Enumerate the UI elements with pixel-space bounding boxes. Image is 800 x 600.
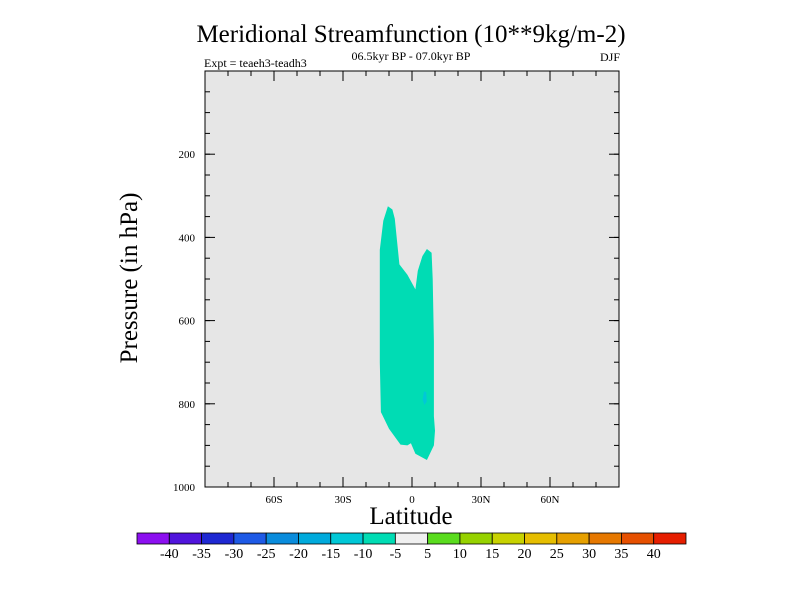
colorbar-label: 10 — [453, 547, 467, 562]
colorbar-swatch — [168, 532, 202, 545]
x-axis-label: Latitude — [369, 503, 452, 530]
y-tick-label: 400 — [179, 232, 196, 244]
colorbar-swatch — [491, 532, 525, 545]
y-tick-label: 600 — [179, 316, 196, 328]
colorbar-swatch — [459, 532, 493, 545]
colorbar-swatch — [588, 532, 622, 545]
colorbar-swatch — [524, 532, 558, 545]
contour-region-core-cell — [422, 391, 427, 405]
colorbar-label: -10 — [354, 547, 373, 562]
x-tick-label: 0 — [409, 494, 415, 506]
colorbar-swatch — [233, 532, 267, 545]
colorbar-label: -15 — [321, 547, 340, 562]
colorbar-swatch — [556, 532, 590, 545]
x-tick-label: 30S — [334, 494, 351, 506]
x-tick-label: 30N — [472, 494, 491, 506]
colorbar-label: -30 — [225, 547, 244, 562]
colorbar-label: -35 — [192, 547, 211, 562]
x-tick-label: 60N — [541, 494, 560, 506]
colorbar-swatch — [201, 532, 235, 545]
colorbar-swatch — [330, 532, 364, 545]
y-tick-label: 200 — [179, 149, 196, 161]
colorbar-swatch — [362, 532, 396, 545]
season-label: DJF — [600, 50, 620, 64]
plot-area — [204, 70, 620, 488]
colorbar-label: 5 — [424, 547, 431, 562]
experiment-label: Expt = teaeh3-teadh3 — [204, 56, 307, 70]
colorbar-swatch — [136, 532, 170, 545]
y-axis-label: Pressure (in hPa) — [116, 193, 143, 364]
colorbar-swatch — [394, 532, 429, 545]
colorbar-label: 15 — [485, 547, 499, 562]
colorbar-swatch — [621, 532, 655, 545]
period-label: 06.5kyr BP - 07.0kyr BP — [352, 49, 471, 63]
colorbar-swatch — [265, 532, 299, 545]
colorbar-label: -40 — [160, 547, 179, 562]
axis-ticks: 60S 30S 0 30N 60N 200 400 600 800 1000 — [173, 70, 620, 506]
colorbar-label: -25 — [257, 547, 276, 562]
x-tick-label: 60S — [265, 494, 282, 506]
y-tick-label: 800 — [179, 399, 196, 411]
contour-region-negative-cell — [379, 206, 435, 460]
colorbar-swatch — [427, 532, 461, 545]
colorbar-label: -20 — [289, 547, 308, 562]
colorbar-label: 20 — [518, 547, 532, 562]
colorbar-swatch — [298, 532, 332, 545]
y-tick-label: 1000 — [173, 482, 196, 494]
colorbar-label: -5 — [390, 547, 402, 562]
chart-title: Meridional Streamfunction (10**9kg/m-2) — [196, 21, 625, 48]
colorbar-label: 30 — [582, 547, 596, 562]
colorbar-label: 35 — [614, 547, 628, 562]
colorbar: -40 -35 -30 -25 -20 -15 -10 -5 5 10 15 20 25 30 35 40 — [136, 532, 687, 562]
colorbar-label: 40 — [647, 547, 661, 562]
colorbar-label: 25 — [550, 547, 564, 562]
colorbar-swatch — [653, 532, 687, 545]
